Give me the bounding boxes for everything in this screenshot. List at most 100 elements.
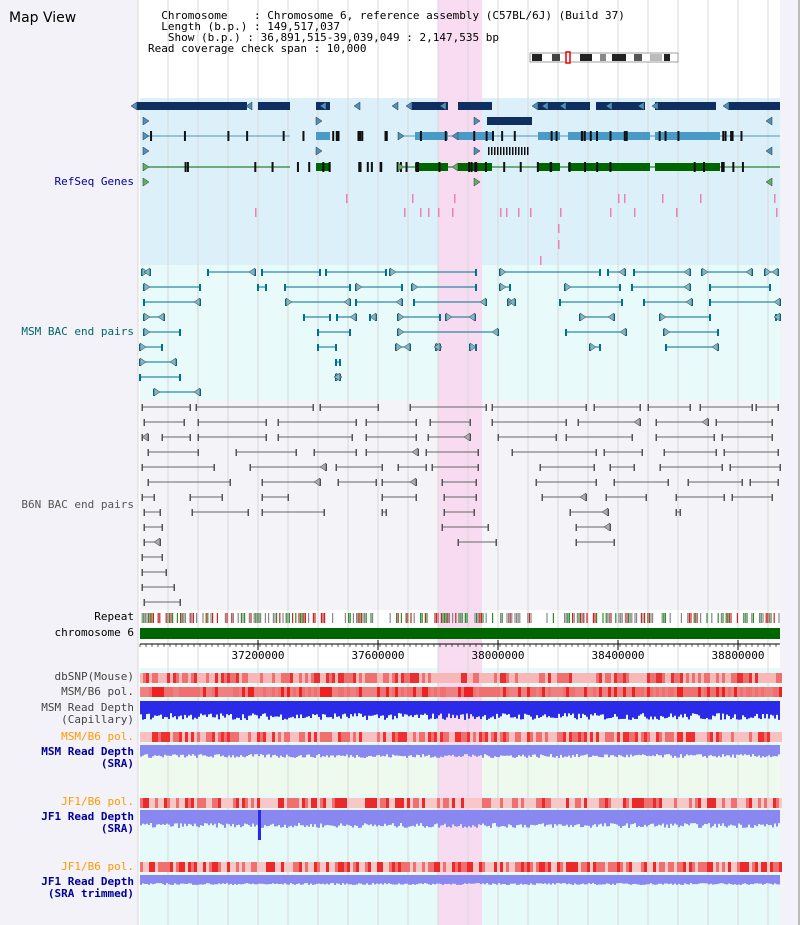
depth-bar <box>714 875 716 885</box>
heat-cell <box>251 687 254 697</box>
heat-cell <box>314 732 317 742</box>
depth-bar <box>290 701 292 718</box>
label-repeat[interactable]: Repeat <box>94 610 134 623</box>
depth-bar <box>698 745 700 755</box>
heat-cell <box>269 798 272 808</box>
depth-bar <box>148 875 150 885</box>
depth-bar <box>160 875 162 884</box>
heat-cell <box>299 798 302 808</box>
depth-bar <box>436 701 438 719</box>
depth-bar <box>438 745 440 758</box>
depth-bar <box>236 875 238 885</box>
heat-cell <box>380 732 383 742</box>
repeat-mark <box>693 613 695 623</box>
depth-bar <box>358 875 360 884</box>
heat-cell <box>320 687 323 697</box>
repeat-mark <box>148 613 150 623</box>
depth-bar <box>392 745 394 755</box>
depth-bar <box>362 745 364 758</box>
strand-arrow <box>409 477 417 487</box>
heat-cell <box>686 673 689 683</box>
heat-cell <box>311 862 314 872</box>
depth-bar <box>646 701 648 719</box>
heat-cell <box>329 687 332 697</box>
depth-bar <box>476 701 478 718</box>
depth-bar <box>428 745 430 755</box>
label-msm-read-depth-sra[interactable]: MSM Read Depth (SRA) <box>41 745 134 770</box>
depth-bar <box>680 875 682 885</box>
heat-cell <box>755 798 758 808</box>
bac-end-mark <box>195 404 197 411</box>
heat-cell <box>197 687 200 697</box>
depth-bar <box>418 810 420 826</box>
depth-bar <box>228 875 230 885</box>
depth-bar <box>468 810 470 827</box>
label-refseq-genes[interactable]: RefSeq Genes <box>54 175 134 188</box>
heat-cell <box>491 862 494 872</box>
depth-bar <box>600 810 602 824</box>
heat-cell <box>767 673 770 683</box>
depth-bar <box>670 745 672 756</box>
strand-arrow <box>353 101 361 111</box>
heat-cell <box>446 673 449 683</box>
depth-bar <box>750 745 752 757</box>
heat-cell <box>701 862 704 872</box>
heat-cell <box>197 798 200 808</box>
depth-bar <box>538 810 540 824</box>
repeat-mark <box>517 613 519 623</box>
label-jf1-read-depth-sra[interactable]: JF1 Read Depth (SRA) <box>41 810 134 835</box>
heat-cell <box>293 673 296 683</box>
heat-cell <box>644 862 647 872</box>
label-msm-bac-end-pairs[interactable]: MSM BAC end pairs <box>21 325 134 338</box>
repeat-mark <box>642 613 644 623</box>
repeat-mark <box>396 613 398 623</box>
label-msm-b6-pol[interactable]: MSM/B6 pol. <box>61 685 134 698</box>
label-msm-read-depth-capillary[interactable]: MSM Read Depth (Capillary) <box>41 701 134 726</box>
heat-cell <box>554 798 557 808</box>
depth-bar <box>368 875 370 885</box>
label-msm-b6-pol-sra[interactable]: MSM/B6 pol. <box>61 730 134 743</box>
label-jf1-read-depth-sra-trimmed[interactable]: JF1 Read Depth (SRA trimmed) <box>41 875 134 900</box>
heat-cell <box>659 673 662 683</box>
bac-end-mark <box>365 449 367 456</box>
depth-bar <box>172 875 174 885</box>
depth-bar <box>662 875 664 885</box>
heat-cell <box>497 798 500 808</box>
repeat-mark <box>360 613 362 623</box>
label-jf1-b6-pol[interactable]: JF1/B6 pol. <box>61 795 134 808</box>
depth-bar <box>772 875 774 885</box>
depth-bar <box>580 810 582 828</box>
depth-bar <box>558 701 560 714</box>
repeat-mark <box>690 613 692 623</box>
label-b6n-bac-end-pairs[interactable]: B6N BAC end pairs <box>21 498 134 511</box>
label-dbsnp[interactable]: dbSNP(Mouse) <box>54 670 134 683</box>
depth-bar <box>656 745 658 755</box>
depth-bar <box>246 745 248 756</box>
depth-bar <box>312 701 314 715</box>
heat-cell <box>269 673 272 683</box>
heat-cell <box>662 732 665 742</box>
heat-cell <box>404 687 407 697</box>
repeat-mark <box>648 613 650 623</box>
depth-bar <box>356 875 358 885</box>
strand-arrow <box>605 101 613 111</box>
snp-marker <box>634 208 636 217</box>
depth-bar <box>728 745 730 756</box>
depth-bar <box>510 701 512 718</box>
strand-arrow <box>633 417 641 427</box>
depth-bar <box>324 745 326 757</box>
depth-bar <box>770 745 772 758</box>
heat-cell <box>668 798 671 808</box>
heat-cell <box>380 862 383 872</box>
heat-cell <box>242 732 245 742</box>
heat-cell <box>551 687 554 697</box>
heat-cell <box>476 673 479 683</box>
heat-cell <box>377 732 380 742</box>
depth-bar <box>454 701 456 718</box>
heat-cell <box>746 687 749 697</box>
heat-cell <box>518 862 521 872</box>
heat-cell <box>626 862 629 872</box>
label-jf1-b6-pol-2[interactable]: JF1/B6 pol. <box>61 860 134 873</box>
snp-marker <box>676 208 678 217</box>
